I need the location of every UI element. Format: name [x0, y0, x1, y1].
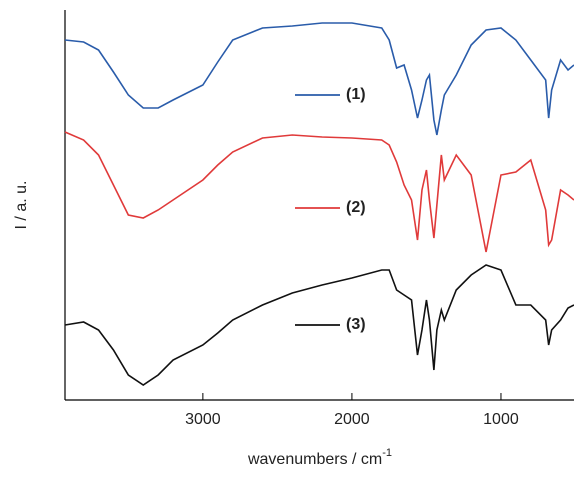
x-axis-label: wavenumbers / cm-1 — [247, 447, 392, 468]
x-tick-label: 3000 — [185, 411, 221, 428]
spectrum-line — [64, 131, 574, 253]
legend-label: (2) — [346, 199, 366, 216]
spectrum-line — [64, 264, 574, 386]
x-tick-label: 1000 — [483, 411, 519, 428]
legend-label: (3) — [346, 316, 366, 333]
spectrum-line — [64, 22, 574, 136]
y-axis-label: I / a. u. — [13, 181, 30, 230]
x-axis-label-text: wavenumbers / cm — [247, 451, 382, 468]
legend-label: (1) — [346, 86, 366, 103]
x-tick-label: 2000 — [334, 411, 370, 428]
x-axis-label-sup: -1 — [382, 447, 392, 459]
